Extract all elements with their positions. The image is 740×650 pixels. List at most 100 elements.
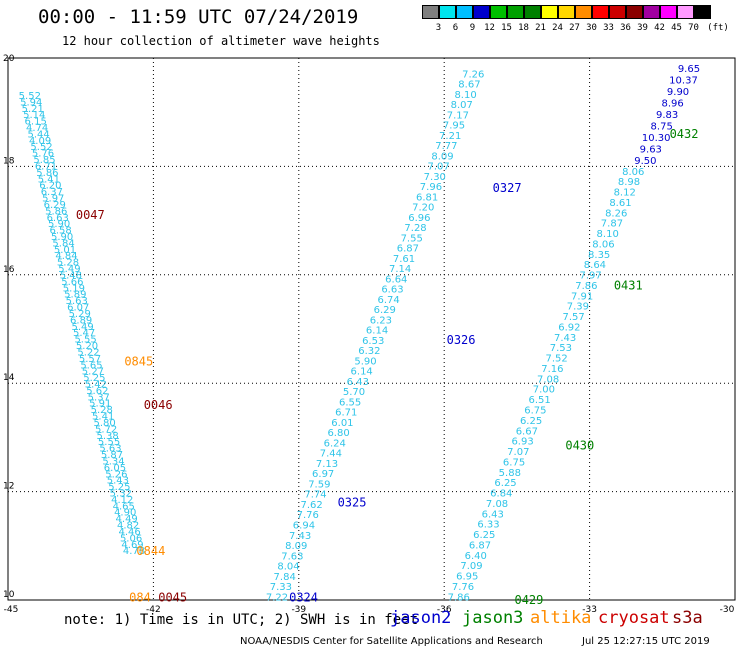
swh-value-label: 8.04 [277, 562, 299, 573]
swh-value-label: 9.50 [634, 156, 656, 167]
swh-value-label: 5.49 [58, 264, 80, 275]
lon-tick-label: -36 [437, 605, 452, 615]
pass-id-label: 0432 [670, 127, 699, 141]
swh-value-label: 7.13 [316, 459, 338, 470]
scale-label: 6 [452, 23, 459, 33]
swh-value-label: 7.21 [439, 131, 461, 142]
swh-value-label: 7.76 [297, 510, 319, 521]
scale-swatch [541, 5, 558, 19]
swh-value-label: 6.23 [370, 315, 392, 326]
swh-value-label: 6.71 [35, 161, 57, 172]
swh-value-label: 5.49 [72, 322, 94, 333]
swh-value-label: 6.29 [374, 305, 396, 316]
swh-value-label: 7.96 [420, 182, 442, 193]
scale-swatch [643, 5, 660, 19]
swh-value-label: 6.01 [331, 418, 353, 429]
scale-label: 27 [569, 23, 580, 33]
swh-value-label: 9.63 [640, 144, 662, 155]
swh-value-label: 7.00 [533, 385, 555, 396]
swh-value-label: 7.30 [424, 172, 446, 183]
swh-value-label: 7.87 [601, 219, 623, 230]
satellite-cryosat: cryosat [598, 608, 670, 628]
scale-label: 70 [688, 23, 699, 33]
map-subtitle: 12 hour collection of altimeter wave hei… [62, 34, 380, 48]
swh-value-label: 5.70 [343, 387, 365, 398]
swh-value-label: 8.61 [609, 198, 631, 209]
swh-value-label: 6.75 [524, 405, 546, 416]
swh-value-label: 7.57 [563, 312, 585, 323]
swh-value-label: 6.25 [520, 416, 542, 427]
swh-value-label: 5.86 [36, 168, 58, 179]
swh-value-label: 6.92 [558, 322, 580, 333]
swh-value-label: 7.61 [393, 254, 415, 265]
scale-swatch [694, 5, 711, 19]
swh-value-label: 7.53 [550, 343, 572, 354]
scale-swatch [677, 5, 694, 19]
swh-value-label: 5.38 [96, 431, 118, 442]
swh-value-label: 6.87 [469, 540, 491, 551]
scale-swatch [456, 5, 473, 19]
lon-tick-label: -30 [720, 605, 735, 615]
swh-value-label: 6.43 [482, 509, 504, 520]
credit-line: NOAA/NESDIS Center for Satellite Applica… [240, 636, 543, 647]
swh-value-label: 5.90 [51, 232, 73, 243]
swh-value-label: 9.83 [656, 110, 678, 121]
swh-value-label: 5.90 [48, 219, 70, 230]
swh-value-label: 5.32 [110, 489, 132, 500]
swh-value-label: 10.30 [642, 133, 671, 144]
swh-value-label: 7.39 [567, 302, 589, 313]
scale-swatch [473, 5, 490, 19]
swh-value-label: 6.07 [67, 303, 89, 314]
pass-id-label: 0429 [514, 593, 543, 607]
swh-value-label: 5.52 [30, 142, 52, 153]
swh-value-label: 8.26 [605, 208, 627, 219]
lon-tick-label: -33 [582, 605, 597, 615]
swh-value-label: 7.74 [304, 490, 326, 501]
swh-value-label: 6.14 [351, 367, 373, 378]
swh-value-label: 8.12 [614, 188, 636, 199]
swh-value-label: 5.88 [499, 468, 521, 479]
swh-value-label: 6.25 [494, 478, 516, 489]
swh-value-label: 8.07 [451, 100, 473, 111]
swh-value-label: 4.84 [55, 251, 77, 262]
pass-id-label: 0046 [144, 398, 173, 412]
swh-value-label: 5.29 [69, 309, 91, 320]
footer-note: note: 1) Time is in UTC; 2) SWH is in fe… [64, 612, 419, 628]
swh-value-label: 6.58 [49, 226, 71, 237]
swh-value-label: 5.21 [22, 104, 44, 115]
generation-timestamp: Jul 25 12:27:15 UTC 2019 [582, 636, 710, 647]
swh-value-label: 5.55 [98, 437, 120, 448]
swh-value-label: 6.25 [473, 530, 495, 541]
swh-value-label: 7.07 [428, 162, 450, 173]
swh-value-label: 5.19 [63, 283, 85, 294]
swh-value-label: 6.29 [44, 200, 66, 211]
scale-label: 45 [671, 23, 682, 33]
swh-value-label: 6.84 [490, 489, 512, 500]
swh-value-label: 7.63 [281, 551, 303, 562]
pass-id-label: 0430 [565, 439, 594, 453]
swh-value-label: 7.44 [320, 449, 342, 460]
scale-swatch [575, 5, 592, 19]
swh-value-label: 7.52 [545, 354, 567, 365]
swh-value-label: 4.65 [113, 501, 135, 512]
swh-value-label: 5.72 [95, 424, 117, 435]
scale-swatch [558, 5, 575, 19]
scale-label: 42 [654, 23, 665, 33]
swh-value-label: 7.43 [289, 531, 311, 542]
swh-value-label: 6.67 [516, 426, 538, 437]
lat-tick-label: 14 [3, 373, 15, 383]
pass-id-label: 0844 [136, 544, 165, 558]
swh-value-label: 7.95 [443, 121, 465, 132]
swh-value-label: 4.49 [116, 514, 138, 525]
scale-label: 15 [501, 23, 512, 33]
swh-value-label: 6.37 [41, 187, 63, 198]
scale-swatch [609, 5, 626, 19]
lon-tick-label: -42 [146, 605, 161, 615]
scale-swatch [660, 5, 677, 19]
swh-value-label: 5.63 [99, 444, 121, 455]
swh-value-label: 6.64 [385, 274, 407, 285]
swh-value-label: 7.20 [412, 203, 434, 214]
swh-value-label: 6.95 [456, 572, 478, 583]
swh-value-label: 6.63 [381, 285, 403, 296]
swh-value-label: 7.09 [460, 561, 482, 572]
